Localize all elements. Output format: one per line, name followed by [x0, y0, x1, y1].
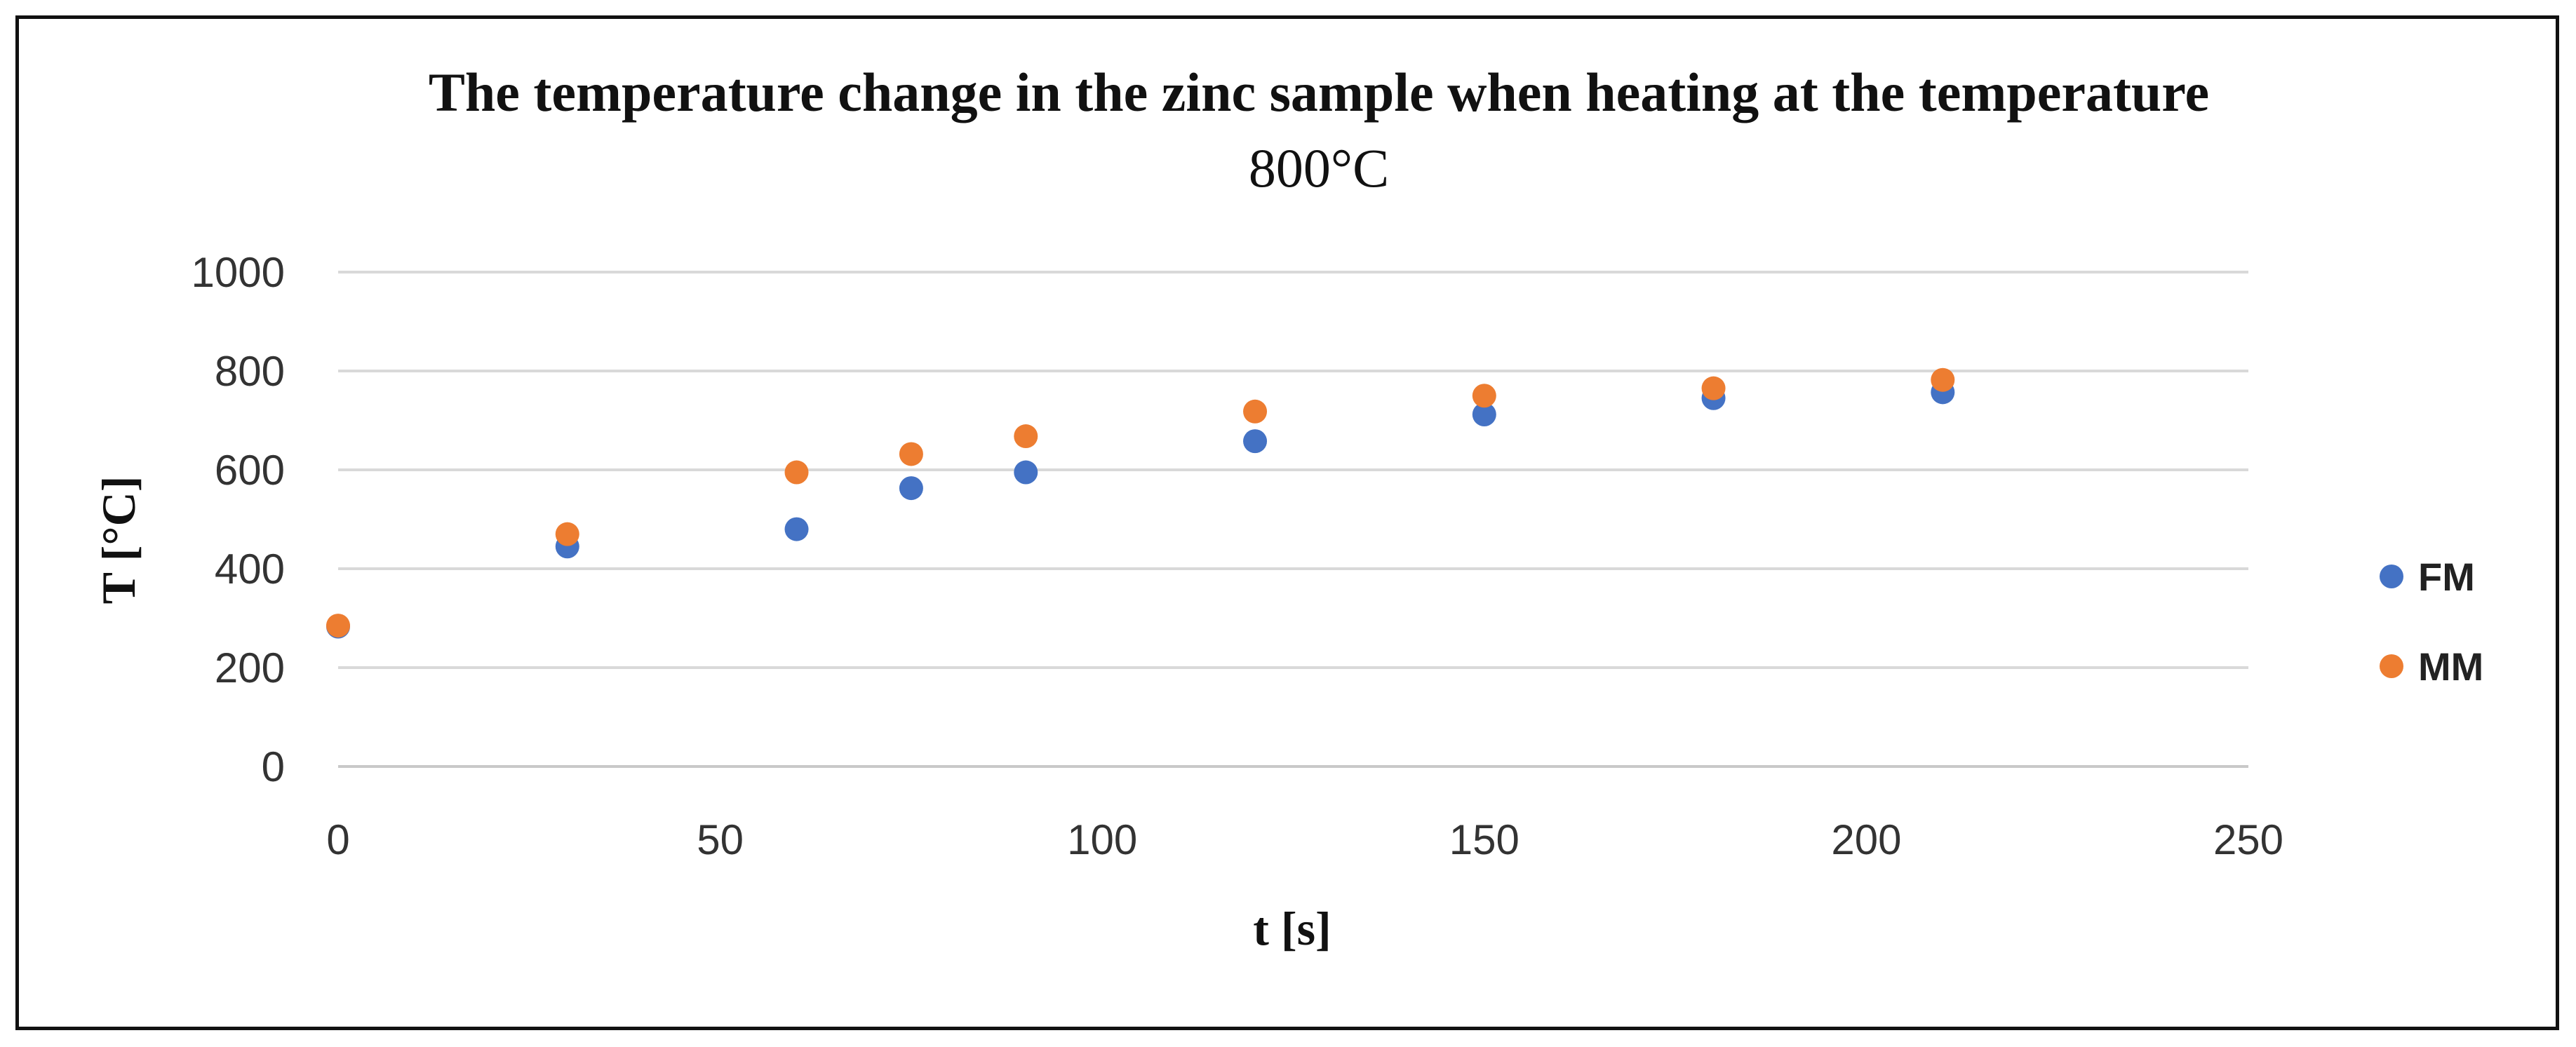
y-tick-label: 800 [215, 348, 285, 395]
x-tick-label: 250 [2213, 816, 2283, 863]
point-mm [784, 460, 809, 485]
series-fm [326, 380, 1955, 639]
point-fm [1472, 403, 1496, 427]
legend-label-fm: FM [2418, 555, 2475, 599]
point-fm [899, 476, 923, 501]
chart-title: The temperature change in the zinc sampl… [429, 62, 2209, 123]
point-mm [1701, 376, 1726, 400]
point-fm [1014, 460, 1038, 485]
x-tick-label: 150 [1449, 816, 1520, 863]
chart-frame [15, 15, 2559, 1030]
data-points [326, 367, 1955, 639]
point-mm [1014, 424, 1038, 449]
point-fm [1243, 429, 1268, 454]
y-tick-labels: 0 200 400 600 800 1000 [192, 249, 285, 790]
point-fm [784, 517, 809, 541]
y-tick-label: 1000 [192, 249, 285, 296]
x-tick-label: 200 [1831, 816, 1901, 863]
chart-title-line2: 800°C [1249, 137, 1389, 198]
legend-label-mm: MM [2418, 644, 2483, 689]
x-tick-labels: 0 50 100 150 200 250 [326, 816, 2283, 863]
point-mm [555, 522, 579, 546]
point-mm [1243, 399, 1268, 424]
gridlines [338, 271, 2248, 669]
y-tick-label: 200 [215, 644, 285, 691]
x-tick-label: 0 [326, 816, 349, 863]
point-mm [1472, 384, 1496, 408]
legend-marker-mm [2380, 654, 2403, 678]
point-mm [326, 614, 350, 638]
point-mm [1931, 367, 1955, 392]
y-axis-title: T [°C] [92, 476, 145, 604]
legend: FM MM [2380, 555, 2483, 689]
y-tick-label: 400 [215, 546, 285, 593]
legend-marker-fm [2380, 565, 2403, 588]
y-tick-label: 600 [215, 447, 285, 494]
x-axis-title: t [s] [1253, 902, 1331, 955]
point-mm [899, 442, 923, 466]
x-tick-label: 50 [697, 816, 744, 863]
x-tick-label: 100 [1067, 816, 1137, 863]
series-mm [326, 367, 1955, 638]
y-tick-label: 0 [262, 743, 285, 790]
